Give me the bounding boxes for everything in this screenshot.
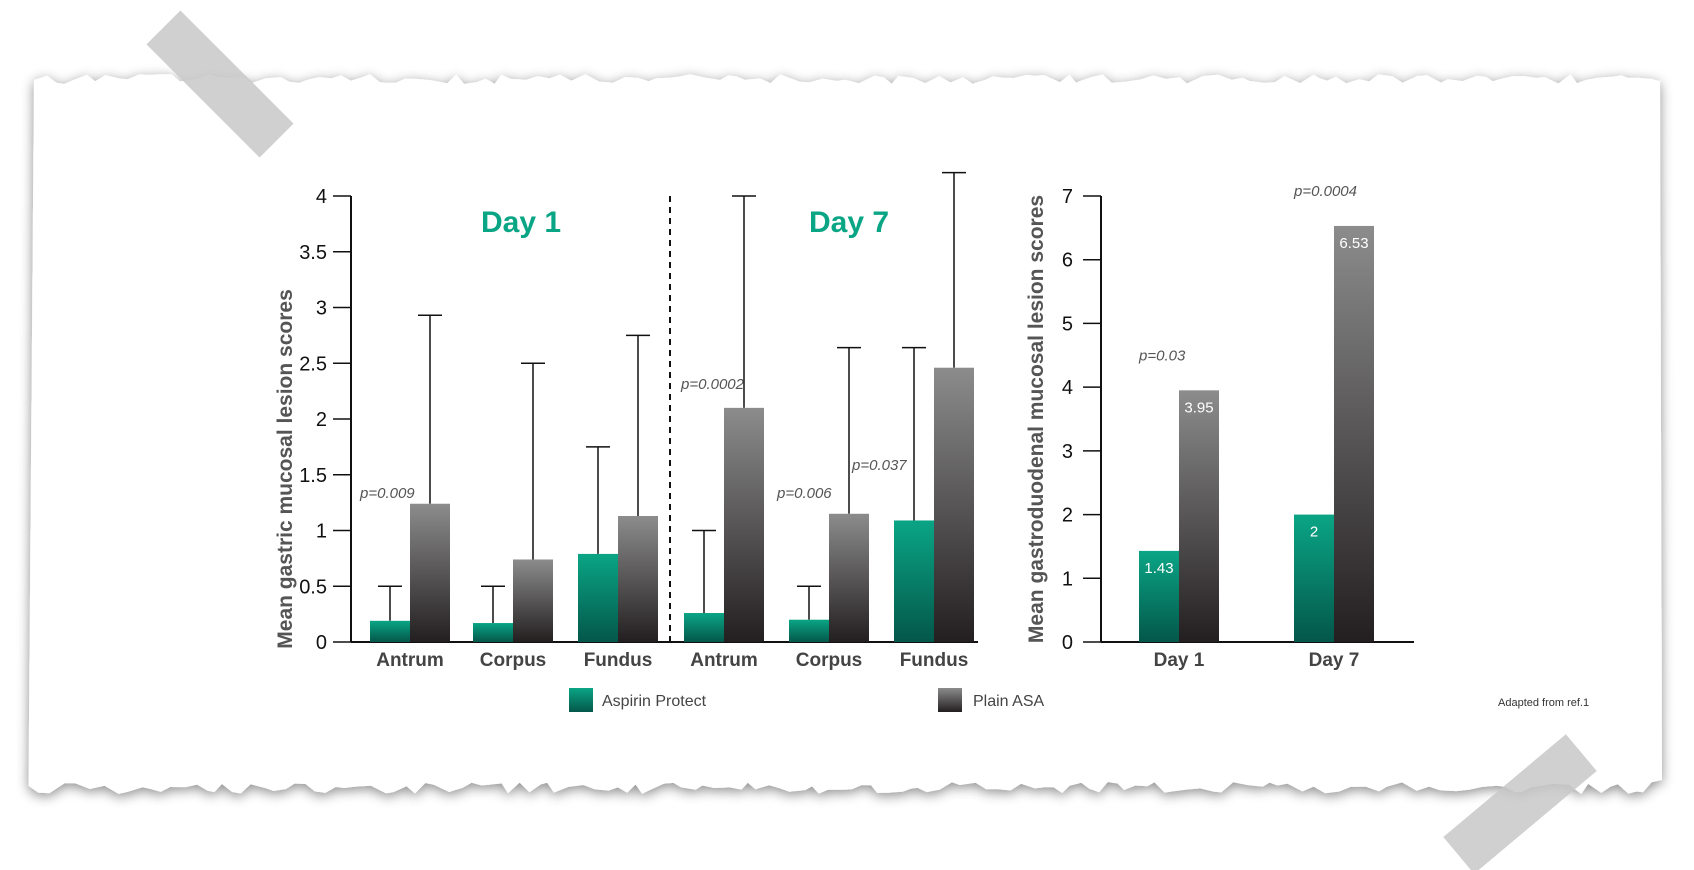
bar-aspirin-protect bbox=[473, 623, 513, 642]
panel-title-day-1: Day 1 bbox=[481, 206, 561, 239]
bar-aspirin-protect bbox=[370, 621, 410, 642]
y-axis-label: Mean gastroduodenal mucosal lesion score… bbox=[1025, 195, 1048, 643]
legend-label-aspirin-protect: Aspirin Protect bbox=[602, 693, 707, 710]
p-value-annotation: p=0.03 bbox=[1138, 347, 1186, 364]
bar-plain-asa bbox=[829, 514, 869, 642]
bar-aspirin-protect bbox=[789, 620, 829, 642]
bar-plain-asa bbox=[513, 559, 553, 642]
figure: 0 0.5 1 1.5 2 2.5 3 3.5 4 Mean gastric mucosal le… bbox=[0, 0, 1694, 870]
p-value-annotation: p=0.009 bbox=[359, 485, 415, 502]
x-tick-label: Corpus bbox=[796, 650, 863, 671]
bar-aspirin-protect bbox=[684, 613, 724, 642]
bar-value-label: 1.43 bbox=[1144, 560, 1173, 577]
y-tick-label: 4 bbox=[1062, 377, 1073, 399]
y-tick-label: 3 bbox=[1062, 441, 1073, 463]
x-tick-label: Day 7 bbox=[1309, 650, 1360, 671]
bar-value-label: 6.53 bbox=[1339, 235, 1368, 252]
bar-plain-asa bbox=[618, 516, 658, 642]
p-value-annotation: p=0.006 bbox=[776, 485, 832, 502]
p-value-annotation: p=0.0004 bbox=[1293, 183, 1357, 200]
x-tick-label: Antrum bbox=[690, 650, 758, 671]
y-tick-label: 3.5 bbox=[299, 242, 327, 264]
bar-value-label: 3.95 bbox=[1184, 399, 1213, 416]
legend-swatch-plain-asa bbox=[938, 688, 962, 712]
p-value-annotation: p=0.037 bbox=[851, 457, 907, 474]
bar-plain-asa bbox=[724, 408, 764, 642]
y-tick-label: 3 bbox=[316, 298, 327, 320]
bar-aspirin-protect bbox=[578, 554, 618, 642]
y-tick-label: 0 bbox=[316, 632, 327, 654]
footnote: Adapted from ref.1 bbox=[1498, 697, 1589, 709]
y-tick-label: 0 bbox=[1062, 632, 1073, 654]
x-tick-label: Day 1 bbox=[1154, 650, 1205, 671]
y-tick-label: 7 bbox=[1062, 186, 1073, 208]
y-tick-label: 1 bbox=[316, 521, 327, 543]
bar-plain-asa bbox=[410, 504, 450, 642]
legend-label-plain-asa: Plain ASA bbox=[973, 693, 1044, 710]
y-tick-label: 4 bbox=[316, 186, 327, 208]
bar-plain-asa bbox=[934, 368, 974, 642]
bar-value-label: 2 bbox=[1310, 524, 1318, 541]
legend-swatch-aspirin-protect bbox=[569, 688, 593, 712]
panel-title-day-7: Day 7 bbox=[809, 206, 889, 239]
bar-plain-asa bbox=[1334, 226, 1374, 642]
x-tick-label: Corpus bbox=[480, 650, 547, 671]
y-tick-label: 2 bbox=[316, 409, 327, 431]
y-tick-label: 2.5 bbox=[299, 353, 327, 375]
x-tick-label: Fundus bbox=[584, 650, 653, 671]
bar-aspirin-protect bbox=[894, 520, 934, 642]
y-tick-label: 6 bbox=[1062, 250, 1073, 272]
y-tick-label: 1.5 bbox=[299, 465, 327, 487]
x-tick-label: Antrum bbox=[376, 650, 444, 671]
y-tick-label: 0.5 bbox=[299, 576, 327, 598]
y-tick-label: 2 bbox=[1062, 505, 1073, 527]
y-tick-label: 1 bbox=[1062, 568, 1073, 590]
y-tick-label: 5 bbox=[1062, 313, 1073, 335]
p-value-annotation: p=0.0002 bbox=[680, 376, 745, 393]
bar-plain-asa bbox=[1179, 390, 1219, 642]
x-tick-label: Fundus bbox=[900, 650, 969, 671]
y-axis-label: Mean gastric mucosal lesion scores bbox=[274, 289, 297, 648]
